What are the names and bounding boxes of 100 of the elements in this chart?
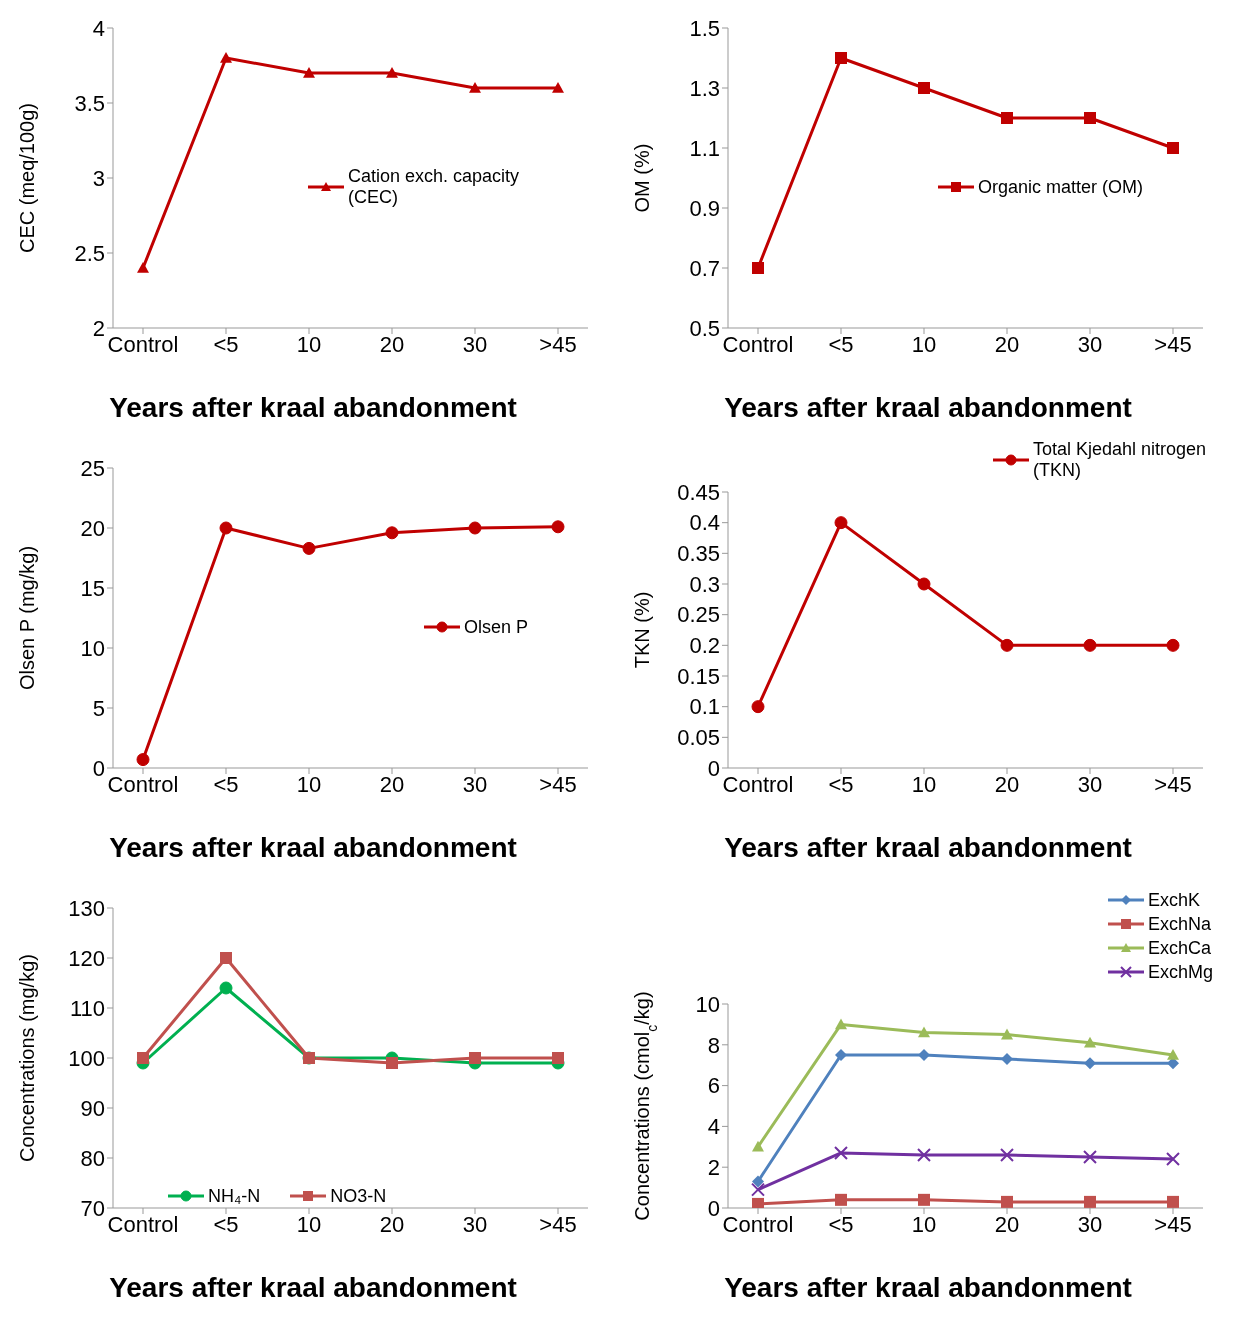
x-axis-title: Years after kraal abandonment <box>108 392 518 424</box>
y-tick-label: 80 <box>80 1145 105 1171</box>
point <box>917 577 931 591</box>
point <box>752 262 764 274</box>
y-tick-label: 110 <box>69 995 105 1021</box>
x-tick-label: >45 <box>1154 771 1192 797</box>
point <box>835 1049 847 1061</box>
point <box>385 526 399 540</box>
point <box>1084 1036 1096 1048</box>
y-tick-label: 10 <box>80 635 105 661</box>
point <box>1166 638 1180 652</box>
point <box>834 1145 848 1160</box>
x-tick-label: 30 <box>462 1211 488 1237</box>
y-tick-label: 8 <box>707 1032 720 1058</box>
point <box>751 1182 765 1197</box>
point <box>835 1193 847 1206</box>
point <box>220 952 232 964</box>
y-tick-label: 0 <box>707 755 720 781</box>
x-tick-label: >45 <box>1154 331 1192 357</box>
x-tick-label: 30 <box>1077 771 1103 797</box>
y-axis-title: Olsen P (mg/kg) <box>16 545 38 691</box>
point <box>1000 638 1014 652</box>
y-tick-label: 0 <box>92 755 105 781</box>
y-tick-label: 120 <box>68 945 105 971</box>
point <box>918 1026 930 1038</box>
point <box>917 1147 931 1162</box>
y-tick-label: 10 <box>695 991 720 1017</box>
point <box>469 82 481 93</box>
y-tick-label: 0.35 <box>677 541 720 567</box>
point <box>1167 1195 1179 1208</box>
point <box>552 82 564 93</box>
y-axis-title: CEC (meq/100g) <box>16 102 38 254</box>
y-tick-label: 4 <box>92 15 105 41</box>
y-tick-label: 0.5 <box>689 315 720 341</box>
point <box>220 52 232 63</box>
point <box>137 1052 149 1064</box>
y-tick-label: 130 <box>68 895 105 921</box>
point <box>1166 1152 1180 1167</box>
legend-label: NO3-N <box>330 1185 387 1207</box>
x-axis-title: Years after kraal abandonment <box>723 392 1133 424</box>
x-axis-title: Years after kraal abandonment <box>108 1272 518 1304</box>
x-tick-label: 10 <box>296 771 322 797</box>
x-tick-label: 20 <box>379 1211 405 1237</box>
point <box>136 753 150 767</box>
y-tick-label: 20 <box>80 515 105 541</box>
y-tick-label: 0.2 <box>689 633 720 659</box>
y-tick-label: 0.45 <box>677 479 720 505</box>
point <box>302 541 316 555</box>
x-tick-label: 10 <box>911 1211 937 1237</box>
point <box>1001 1053 1013 1066</box>
point <box>551 520 565 534</box>
x-tick-label: <5 <box>213 771 239 797</box>
point <box>1167 142 1179 154</box>
x-tick-label: Control <box>722 1211 794 1237</box>
x-tick-label: 10 <box>911 771 937 797</box>
y-axis-title: OM (%) <box>631 143 653 213</box>
legend-label: Olsen P <box>463 616 528 638</box>
x-tick-label: <5 <box>213 1211 239 1237</box>
x-tick-label: 30 <box>462 771 488 797</box>
point <box>834 516 848 530</box>
point <box>1084 1057 1096 1070</box>
point <box>468 521 482 535</box>
y-tick-label: 2 <box>92 315 105 341</box>
y-tick-label: 3 <box>92 165 105 191</box>
y-tick-label: 0.15 <box>677 663 720 689</box>
point <box>137 262 149 273</box>
point <box>752 1140 764 1152</box>
point <box>752 1175 764 1188</box>
point <box>469 1052 481 1064</box>
y-tick-label: 1.1 <box>689 135 720 161</box>
point <box>1001 1195 1013 1208</box>
point <box>386 67 398 78</box>
x-tick-label: >45 <box>1154 1211 1192 1237</box>
x-tick-label: 10 <box>296 1211 322 1237</box>
legend-label: Total Kjedahl nitrogen (TKN) <box>1033 439 1208 481</box>
x-tick-label: >45 <box>539 771 577 797</box>
y-tick-label: 90 <box>80 1095 105 1121</box>
point <box>1084 112 1096 124</box>
x-tick-label: Control <box>107 771 179 797</box>
x-tick-label: <5 <box>828 331 854 357</box>
y-tick-label: 0.7 <box>689 255 720 281</box>
y-tick-label: 3.5 <box>74 90 105 116</box>
point <box>1000 1147 1014 1162</box>
point <box>1001 1028 1013 1040</box>
y-tick-label: 4 <box>707 1114 720 1140</box>
legend-label: Cation exch. capacity (CEC) <box>348 166 521 209</box>
x-tick-label: Control <box>722 771 794 797</box>
point <box>1083 1150 1097 1164</box>
x-tick-label: 20 <box>994 331 1020 357</box>
y-tick-label: 0.1 <box>689 694 720 720</box>
x-tick-label: 10 <box>911 331 937 357</box>
x-tick-label: 30 <box>1077 1211 1103 1237</box>
x-tick-label: 20 <box>994 771 1020 797</box>
x-axis-title: Years after kraal abandonment <box>108 832 518 864</box>
y-tick-label: 6 <box>707 1073 720 1099</box>
x-axis-title: Years after kraal abandonment <box>723 832 1133 864</box>
x-tick-label: <5 <box>828 1211 854 1237</box>
legend-label: Organic matter (OM) <box>977 176 1143 198</box>
point <box>918 1049 930 1061</box>
y-tick-label: 0.4 <box>689 510 720 536</box>
